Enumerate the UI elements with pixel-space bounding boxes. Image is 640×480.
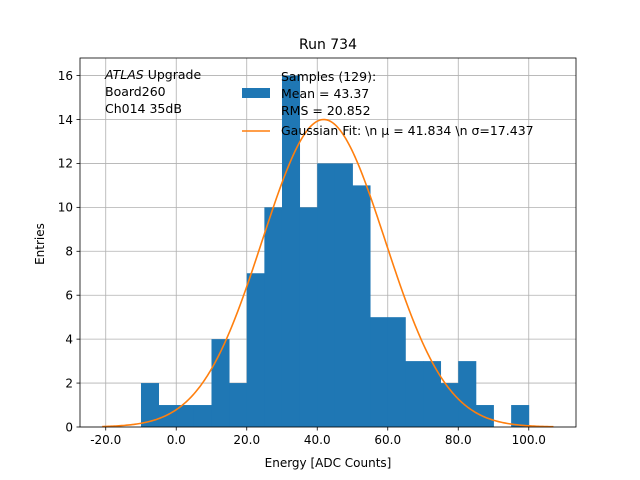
histogram-bar	[229, 383, 248, 427]
histogram-bar	[352, 185, 371, 427]
y-tick-label: 16	[58, 69, 73, 83]
histogram-bar	[264, 207, 283, 427]
x-tick-label: 40.0	[304, 433, 331, 447]
histogram-bar	[423, 361, 442, 427]
histogram-bar	[176, 405, 195, 427]
legend-samples-label: Mean = 43.37	[281, 86, 369, 101]
legend-samples-label: RMS = 20.852	[281, 103, 371, 118]
histogram-bar	[475, 405, 494, 427]
chart-title: Run 734	[299, 37, 357, 53]
y-tick-label: 0	[65, 420, 73, 434]
histogram-bar	[158, 405, 177, 427]
plot-frame	[79, 57, 577, 428]
x-axis-label: Energy [ADC Counts]	[265, 456, 392, 470]
y-axis-label: Entries	[33, 223, 47, 265]
y-tick-label: 6	[65, 289, 73, 303]
y-tick-label: 8	[65, 245, 73, 259]
histogram-bar	[370, 317, 389, 427]
histogram-bar	[246, 273, 265, 427]
x-tick-label: -20.0	[90, 433, 121, 447]
histogram-bar	[405, 361, 424, 427]
x-tick-label: 0.0	[167, 433, 186, 447]
histogram-bar	[458, 361, 477, 427]
ticks-layer: -20.0 0.0 20.0 40.0 60.0 80.0 100.0 0 2 4 6 8 10 12 14…	[58, 69, 546, 447]
y-tick-label: 4	[65, 332, 73, 346]
histogram-bar	[387, 317, 406, 427]
legend-fit-label: Gaussian Fit: \n μ = 41.834 \n σ=17.437	[281, 123, 534, 138]
annotation-line: ATLAS Upgrade	[104, 67, 201, 82]
x-tick-label: 20.0	[233, 433, 260, 447]
histogram-bar	[281, 75, 301, 428]
y-tick-label: 14	[58, 113, 73, 127]
legend-samples-swatch	[242, 88, 270, 98]
atlas-annotation: ATLAS Upgrade Board260 Ch014 35dB	[104, 67, 201, 116]
annotation-line: Board260	[105, 84, 166, 99]
histogram-bar	[511, 405, 530, 427]
x-tick-label: 100.0	[512, 433, 546, 447]
x-tick-label: 60.0	[374, 433, 401, 447]
legend-samples-label: Samples (129):	[281, 69, 376, 84]
annotation-line: Ch014 35dB	[105, 101, 182, 116]
histogram-bar	[193, 405, 212, 427]
histogram-bar	[140, 383, 160, 427]
legend: Samples (129): Mean = 43.37 RMS = 20.852…	[242, 69, 534, 138]
histogram-bar	[317, 163, 336, 427]
x-tick-label: 80.0	[445, 433, 472, 447]
y-tick-label: 2	[65, 376, 73, 390]
y-tick-label: 10	[58, 201, 73, 215]
gaussian-fit-curve	[102, 118, 554, 428]
fit-layer	[102, 118, 554, 428]
histogram-bar	[334, 163, 353, 427]
histogram-bar	[299, 207, 318, 427]
y-tick-label: 12	[58, 157, 73, 171]
